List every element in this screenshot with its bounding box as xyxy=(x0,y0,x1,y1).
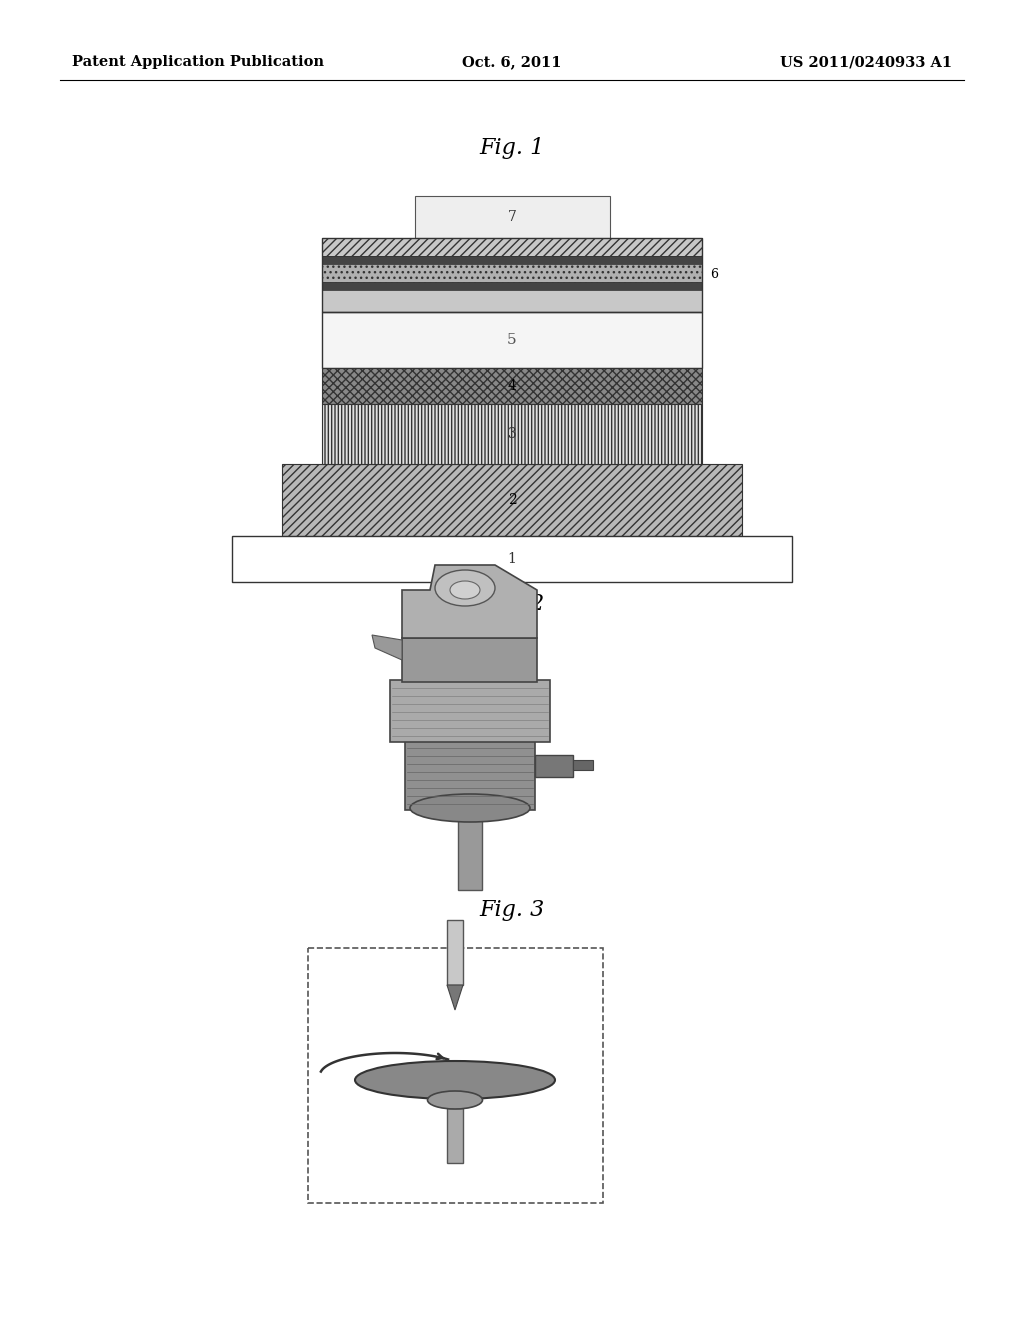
Bar xyxy=(322,238,702,312)
Bar xyxy=(390,680,550,742)
Text: US 2011/0240933 A1: US 2011/0240933 A1 xyxy=(780,55,952,69)
Polygon shape xyxy=(372,635,402,660)
Text: 2: 2 xyxy=(508,492,516,507)
Bar xyxy=(535,755,573,777)
Ellipse shape xyxy=(435,570,495,606)
Text: Fig. 1: Fig. 1 xyxy=(479,137,545,158)
Bar xyxy=(322,368,702,404)
Text: 7: 7 xyxy=(508,210,516,224)
Text: Fig. 2: Fig. 2 xyxy=(479,593,545,615)
Ellipse shape xyxy=(450,581,480,599)
Bar xyxy=(406,741,535,810)
Bar xyxy=(308,948,603,1203)
Bar xyxy=(447,1107,463,1163)
Bar xyxy=(322,312,702,368)
Text: 6: 6 xyxy=(710,268,718,281)
Bar xyxy=(458,810,482,890)
Bar xyxy=(447,920,463,985)
Bar xyxy=(322,290,702,312)
Bar xyxy=(232,536,792,582)
Bar xyxy=(322,238,702,256)
Polygon shape xyxy=(402,565,537,638)
Ellipse shape xyxy=(355,1061,555,1100)
Text: Patent Application Publication: Patent Application Publication xyxy=(72,55,324,69)
Ellipse shape xyxy=(410,795,530,822)
Ellipse shape xyxy=(427,1092,482,1109)
Polygon shape xyxy=(447,985,463,1010)
Bar xyxy=(282,465,742,536)
Bar xyxy=(415,195,610,238)
Bar xyxy=(322,404,702,465)
Text: 3: 3 xyxy=(508,426,516,441)
Bar xyxy=(322,282,702,290)
Bar xyxy=(322,256,702,264)
Bar xyxy=(573,760,593,770)
Bar xyxy=(322,264,702,282)
Bar xyxy=(402,638,537,682)
Text: 1: 1 xyxy=(508,552,516,566)
Text: Oct. 6, 2011: Oct. 6, 2011 xyxy=(462,55,562,69)
Text: Fig. 3: Fig. 3 xyxy=(479,899,545,921)
Text: 4: 4 xyxy=(508,379,516,393)
Text: 5: 5 xyxy=(507,333,517,347)
